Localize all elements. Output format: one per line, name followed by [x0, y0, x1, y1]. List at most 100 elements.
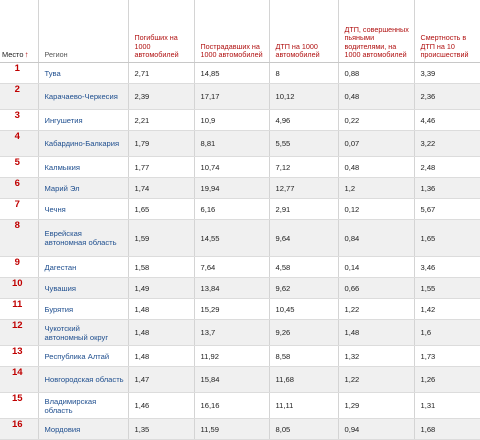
mortality-value: 1,6 [413, 319, 480, 346]
table-row: 15 Владимирская область 1,46 16,16 11,11… [0, 392, 480, 419]
deaths-value: 1,35 [127, 418, 194, 440]
accidents-value: 11,68 [268, 366, 338, 393]
accidents-value: 4,96 [268, 109, 338, 131]
injured-value: 13,7 [193, 319, 269, 346]
region-name: Владимирская область [37, 392, 128, 419]
region-name: Чукотский автономный округ [37, 319, 128, 346]
header-mortality[interactable]: Смертность в ДТП на 10 происшествий [413, 0, 480, 63]
injured-value: 15,29 [193, 298, 269, 320]
header-place[interactable]: Место↑ [0, 0, 38, 63]
deaths-value: 1,46 [127, 392, 194, 419]
table-row: 2 Карачаево-Черкесия 2,39 17,17 10,12 0,… [0, 83, 480, 110]
accidents-value: 12,77 [268, 177, 338, 199]
drunk-accidents-value: 0,88 [337, 62, 414, 84]
place-number: 1 [0, 62, 38, 84]
drunk-accidents-value: 0,48 [337, 83, 414, 110]
table-row: 12 Чукотский автономный округ 1,48 13,7 … [0, 319, 480, 346]
deaths-value: 2,39 [127, 83, 194, 110]
deaths-value: 2,71 [127, 62, 194, 84]
accidents-value: 9,26 [268, 319, 338, 346]
injured-value: 6,16 [193, 198, 269, 220]
table-row: 1 Тува 2,71 14,85 8 0,88 3,39 [0, 62, 480, 84]
region-name: Марий Эл [37, 177, 128, 199]
injured-value: 11,59 [193, 418, 269, 440]
place-number: 6 [0, 177, 38, 199]
header-region[interactable]: Регион [37, 0, 128, 63]
deaths-value: 1,48 [127, 345, 194, 367]
mortality-value: 3,22 [413, 130, 480, 157]
injured-value: 14,55 [193, 219, 269, 257]
drunk-accidents-value: 1,48 [337, 319, 414, 346]
header-accidents[interactable]: ДТП на 1000 автомобилей [268, 0, 338, 63]
accidents-value: 9,64 [268, 219, 338, 257]
place-number: 2 [0, 83, 38, 110]
drunk-accidents-value: 0,12 [337, 198, 414, 220]
place-number: 5 [0, 156, 38, 178]
drunk-accidents-value: 0,84 [337, 219, 414, 257]
header-place-label: Место [2, 50, 24, 60]
place-number: 4 [0, 130, 38, 157]
table-row: 16 Мордовия 1,35 11,59 8,05 0,94 1,68 [0, 418, 480, 440]
place-number: 9 [0, 256, 38, 278]
deaths-value: 1,48 [127, 319, 194, 346]
place-number: 13 [0, 345, 38, 367]
mortality-value: 3,46 [413, 256, 480, 278]
accidents-value: 8 [268, 62, 338, 84]
deaths-value: 1,49 [127, 277, 194, 299]
place-number: 10 [0, 277, 38, 299]
mortality-value: 1,31 [413, 392, 480, 419]
drunk-accidents-value: 0,07 [337, 130, 414, 157]
place-number: 15 [0, 392, 38, 419]
table-row: 7 Чечня 1,65 6,16 2,91 0,12 5,67 [0, 198, 480, 220]
mortality-value: 1,26 [413, 366, 480, 393]
accidents-value: 10,45 [268, 298, 338, 320]
drunk-accidents-value: 0,66 [337, 277, 414, 299]
header-deaths[interactable]: Погибших на 1000 автомобилей [127, 0, 194, 63]
injured-value: 11,92 [193, 345, 269, 367]
place-number: 12 [0, 319, 38, 346]
accidents-value: 9,62 [268, 277, 338, 299]
accidents-value: 8,58 [268, 345, 338, 367]
mortality-value: 2,36 [413, 83, 480, 110]
injured-value: 19,94 [193, 177, 269, 199]
sort-arrow-icon[interactable]: ↑ [24, 50, 29, 60]
accidents-value: 7,12 [268, 156, 338, 178]
table-row: 5 Калмыкия 1,77 10,74 7,12 0,48 2,48 [0, 156, 480, 178]
drunk-accidents-value: 0,14 [337, 256, 414, 278]
header-drunk-accidents[interactable]: ДТП, совершенных пьяными водителями, на … [337, 0, 414, 63]
drunk-accidents-value: 1,32 [337, 345, 414, 367]
region-name: Кабардино-Балкария [37, 130, 128, 157]
mortality-value: 1,42 [413, 298, 480, 320]
deaths-value: 1,74 [127, 177, 194, 199]
deaths-value: 2,21 [127, 109, 194, 131]
table-row: 3 Ингушетия 2,21 10,9 4,96 0,22 4,46 [0, 109, 480, 131]
mortality-value: 5,67 [413, 198, 480, 220]
drunk-accidents-value: 1,29 [337, 392, 414, 419]
drunk-accidents-value: 1,22 [337, 366, 414, 393]
region-name: Чувашия [37, 277, 128, 299]
region-name: Калмыкия [37, 156, 128, 178]
table-header-row: Место↑ Регион Погибших на 1000 автомобил… [0, 0, 480, 63]
place-number: 14 [0, 366, 38, 393]
accidents-value: 2,91 [268, 198, 338, 220]
region-name: Еврейская автономная область [37, 219, 128, 257]
injured-value: 10,9 [193, 109, 269, 131]
table-row: 14 Новгородская область 1,47 15,84 11,68… [0, 366, 480, 393]
place-number: 16 [0, 418, 38, 440]
injured-value: 16,16 [193, 392, 269, 419]
deaths-value: 1,59 [127, 219, 194, 257]
deaths-value: 1,58 [127, 256, 194, 278]
region-name: Дагестан [37, 256, 128, 278]
drunk-accidents-value: 0,94 [337, 418, 414, 440]
injured-value: 13,84 [193, 277, 269, 299]
table-row: 11 Бурятия 1,48 15,29 10,45 1,22 1,42 [0, 298, 480, 320]
region-name: Бурятия [37, 298, 128, 320]
place-number: 11 [0, 298, 38, 320]
drunk-accidents-value: 0,48 [337, 156, 414, 178]
mortality-value: 1,68 [413, 418, 480, 440]
region-name: Карачаево-Черкесия [37, 83, 128, 110]
mortality-value: 1,36 [413, 177, 480, 199]
accidents-value: 5,55 [268, 130, 338, 157]
header-injured[interactable]: Пострадавших на 1000 автомобилей [193, 0, 269, 63]
